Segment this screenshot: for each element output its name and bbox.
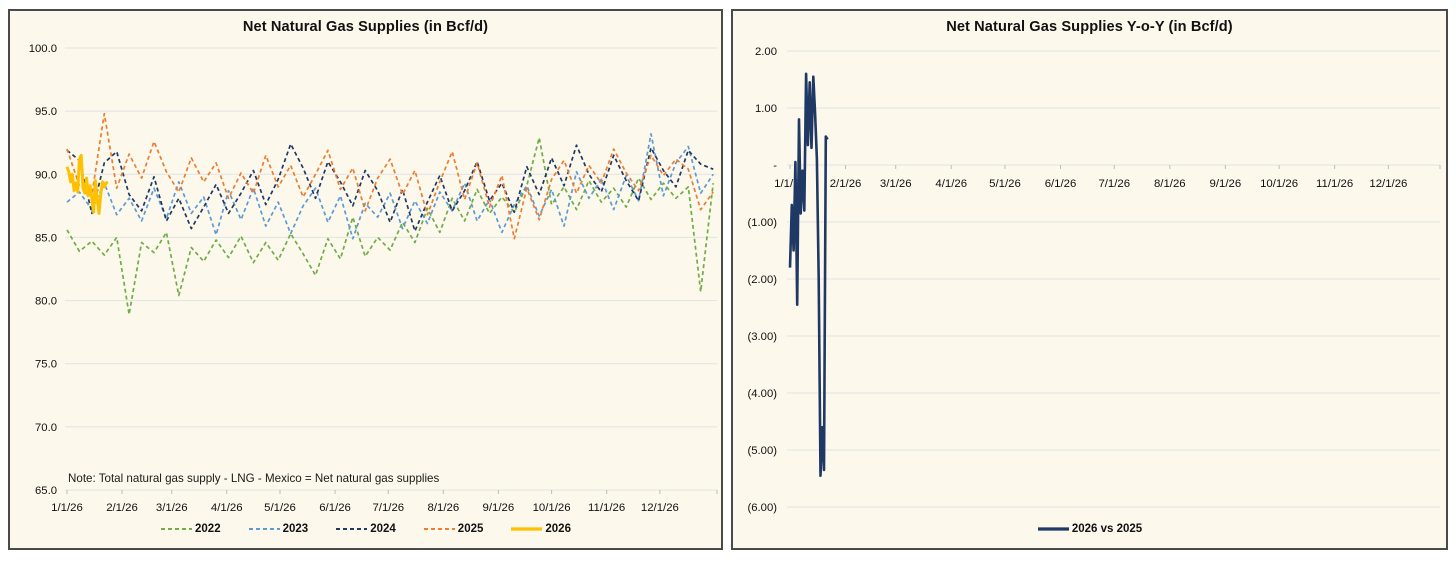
- x-tick-label: 7/1/26: [372, 502, 404, 514]
- x-tick-label: 4/1/26: [935, 178, 967, 190]
- supplies-legend: 2022 2023 2024 2025 2026: [10, 523, 721, 535]
- x-tick-label: 12/1/26: [1369, 178, 1407, 190]
- y-tick-label: (5.00): [747, 445, 777, 457]
- x-tick-label: 3/1/26: [880, 178, 912, 190]
- y-tick-label: 95.0: [35, 106, 57, 118]
- y-tick-label: 85.0: [35, 232, 57, 244]
- supplies-chart-panel: Net Natural Gas Supplies (in Bcf/d) 100.…: [8, 9, 723, 550]
- x-tick-label: 11/1/26: [1316, 178, 1353, 190]
- legend-line-sample-icon: [248, 528, 280, 530]
- yoy-chart-panel: Net Natural Gas Supplies Y-o-Y (in Bcf/d…: [731, 9, 1448, 550]
- y-tick-label: (1.00): [747, 217, 777, 229]
- legend-line-sample-icon: [511, 527, 543, 531]
- supplies-plot: 100.0 95.0 90.0 85.0 80.0 75.0 70.0 65.0 1/1/26 2…: [29, 43, 718, 514]
- y-tick-label: 2.00: [755, 46, 777, 58]
- series-line-2026: [65, 153, 109, 215]
- y-tick-label: 100.0: [29, 43, 57, 55]
- x-tick-label: 1/1/26: [51, 502, 83, 514]
- yoy-chart-title: Net Natural Gas Supplies Y-o-Y (in Bcf/d…: [946, 19, 1233, 35]
- legend-label: 2024: [370, 523, 396, 535]
- x-tick-label: 8/1/26: [1154, 178, 1186, 190]
- y-tick-label: (6.00): [747, 502, 777, 514]
- y-tick-label: 80.0: [35, 296, 57, 308]
- supplies-chart-title: Net Natural Gas Supplies (in Bcf/d): [242, 19, 489, 35]
- series-line-2023: [66, 133, 714, 240]
- legend-label: 2026: [545, 523, 571, 535]
- y-tick-label: 70.0: [35, 422, 57, 434]
- x-tick-label: 6/1/26: [1045, 178, 1077, 190]
- series-line-2024: [66, 143, 714, 232]
- legend-line-sample-icon: [161, 528, 193, 530]
- series-line-2022: [66, 136, 715, 316]
- x-tick-label: 11/1/26: [588, 502, 625, 514]
- legend-line-sample-icon: [336, 528, 368, 530]
- legend-label: 2022: [195, 523, 221, 535]
- y-tick-label: (3.00): [747, 331, 777, 343]
- supplies-note: Note: Total natural gas supply - LNG - M…: [68, 472, 440, 485]
- legend-item-2025: 2025: [423, 523, 484, 535]
- x-tick-label: 4/1/26: [211, 502, 243, 514]
- legend-line-sample-icon: [1037, 527, 1069, 531]
- x-tick-label: 10/1/26: [533, 502, 571, 514]
- y-tick-label: (4.00): [747, 388, 777, 400]
- x-tick-label: 8/1/26: [427, 502, 459, 514]
- x-tick-label: 9/1/26: [483, 502, 515, 514]
- x-tick-label: 2/1/26: [830, 178, 862, 190]
- x-tick-label: 3/1/26: [156, 502, 188, 514]
- legend-label: 2026 vs 2025: [1071, 523, 1143, 535]
- legend-item-2022: 2022: [160, 523, 221, 535]
- x-tick-label: 9/1/26: [1210, 178, 1242, 190]
- x-tick-label: 6/1/26: [319, 502, 351, 514]
- x-tick-label: 10/1/26: [1260, 178, 1298, 190]
- legend-label: 2023: [282, 523, 309, 535]
- legend-line-sample-icon: [423, 528, 455, 530]
- legend-item-2026: 2026: [510, 523, 571, 535]
- series-line-2026-vs-2025: [788, 72, 829, 477]
- x-tick-label: 2/1/26: [106, 502, 138, 514]
- legend-item-2024: 2024: [335, 523, 396, 535]
- legend-item-2026-vs-2025: 2026 vs 2025: [1037, 523, 1142, 535]
- yoy-plot: 2.00 1.00 - (1.00) (2.00) (3.00) (4.00) (5.00) (…: [747, 46, 1441, 514]
- x-tick-label: 12/1/26: [641, 502, 679, 514]
- legend-label: 2025: [457, 523, 484, 535]
- y-tick-label: 65.0: [35, 485, 57, 497]
- series-line-2025: [66, 112, 714, 240]
- x-tick-label: 5/1/26: [264, 502, 296, 514]
- y-tick-label: 1.00: [755, 103, 777, 115]
- y-tick-label: (2.00): [747, 274, 777, 286]
- y-tick-label: 75.0: [35, 359, 57, 371]
- yoy-legend: 2026 vs 2025: [733, 523, 1446, 535]
- y-tick-label: 90.0: [35, 169, 57, 181]
- legend-item-2023: 2023: [248, 523, 309, 535]
- x-tick-label: 5/1/26: [989, 178, 1021, 190]
- y-tick-label: -: [773, 160, 777, 172]
- x-tick-label: 7/1/26: [1098, 178, 1130, 190]
